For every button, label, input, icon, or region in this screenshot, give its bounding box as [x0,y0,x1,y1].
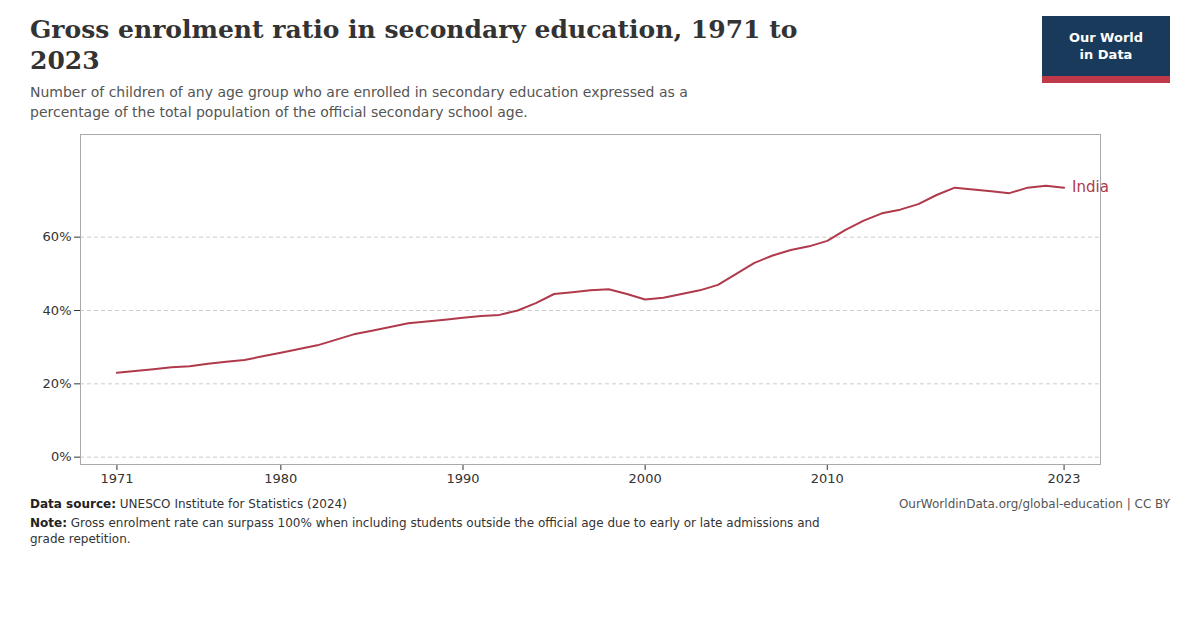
svg-text:40%: 40% [43,303,72,318]
svg-text:0%: 0% [51,449,72,464]
svg-text:2023: 2023 [1048,471,1081,486]
svg-text:60%: 60% [43,229,72,244]
svg-text:1990: 1990 [446,471,479,486]
html-text:Data source: UNESCO Institute: Data source: UNESCO Institute for Statis… [30,497,347,511]
svg-text:2000: 2000 [629,471,662,486]
svg-text:1980: 1980 [264,471,297,486]
html-text:OurWorldinData.org/global-educ: OurWorldinData.org/global-education | CC… [898,497,1170,511]
svg-text:1971: 1971 [100,471,133,486]
html-text:Gross enrolment ratio in secon: Gross enrolment ratio in secondary educa… [30,15,798,75]
svg-text:2010: 2010 [811,471,844,486]
html-text:Note: Gross enrolment rate can: Note: Gross enrolment rate can surpass 1… [30,516,820,546]
svg-text:20%: 20% [43,376,72,391]
html-text:Number of children of any age: Number of children of any age group who … [30,84,688,120]
svg-text:India: India [1072,178,1109,196]
html-text:Our World in Data: Our World in Data [1068,30,1144,62]
